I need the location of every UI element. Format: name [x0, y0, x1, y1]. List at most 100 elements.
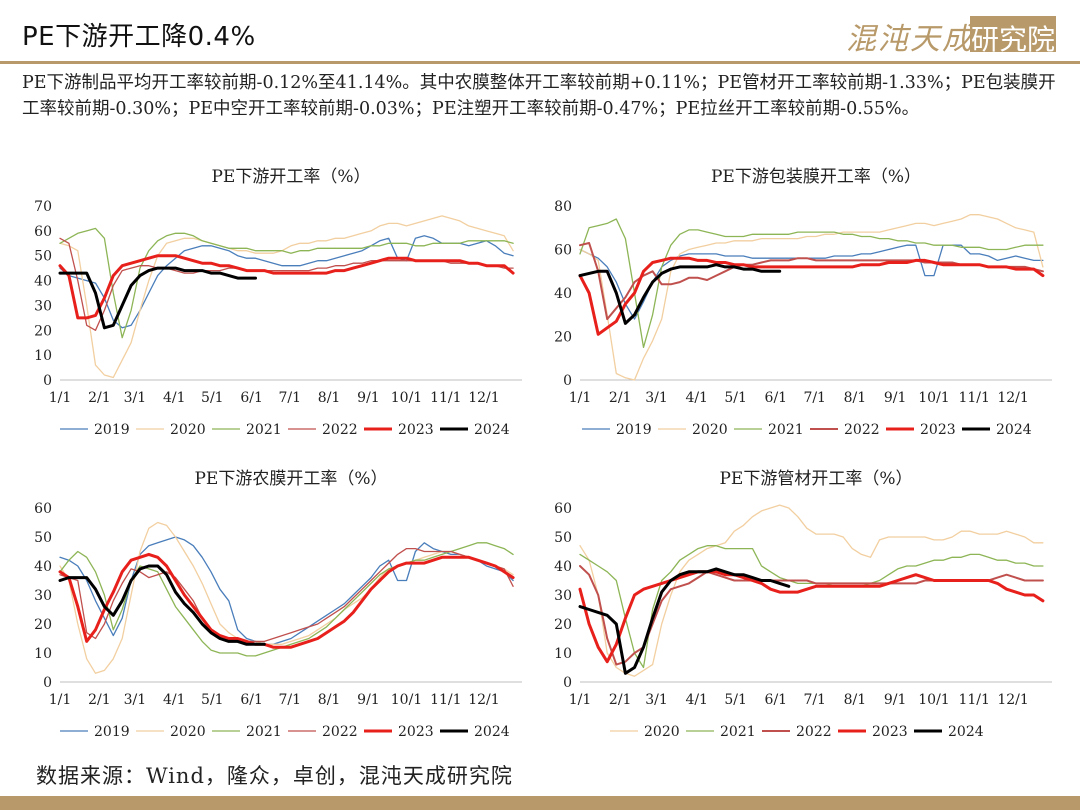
- legend-label: 2019: [94, 422, 130, 438]
- legend-label: 2019: [94, 724, 130, 740]
- legend-label: 2024: [474, 422, 510, 438]
- chart-pe-agricultural-film: PE下游农膜开工率（%） 0 10 20 30 40 50 60 1/1 2/1 3/1 4/1 5/1…: [20, 462, 530, 752]
- x-tick-label: 5/1: [724, 390, 747, 406]
- x-tick-label: 3/1: [645, 390, 668, 406]
- x-tick-label: 7/1: [803, 390, 826, 406]
- x-tick-label: 9/1: [357, 692, 380, 708]
- series-line-2019: [59, 536, 514, 645]
- x-tick-label: 6/1: [765, 692, 788, 708]
- x-tick-label: 7/1: [278, 390, 301, 406]
- series-line-2020: [59, 215, 514, 379]
- y-tick-label: 20: [554, 330, 572, 346]
- series-line-2024: [58, 564, 266, 646]
- legend-label: 2022: [322, 724, 358, 740]
- y-tick-label: 20: [34, 617, 52, 633]
- y-tick-label: 30: [34, 588, 52, 604]
- series-line-2023: [58, 552, 515, 649]
- y-tick-label: 0: [43, 373, 52, 389]
- series-line-2023: [58, 254, 515, 320]
- legend-label: 2021: [246, 724, 282, 740]
- chart-svg: PE下游管材开工率（%） 0 10 20 30 40 50 60 1/1 2/1 3/1 4/1 5/1…: [554, 469, 1052, 740]
- y-tick-label: 0: [563, 373, 572, 389]
- header: PE下游开工降0.4% 混沌天成 研究院: [0, 0, 1080, 64]
- y-tick-label: 60: [34, 501, 52, 517]
- y-tick-label: 40: [34, 559, 52, 575]
- y-tick-label: 20: [34, 323, 52, 339]
- series-line-2021: [59, 542, 514, 657]
- y-tick-label: 40: [554, 286, 572, 302]
- x-tick-label: 2/1: [88, 390, 111, 406]
- y-tick-label: 30: [34, 298, 52, 314]
- series-line-2023: [578, 256, 1045, 336]
- legend-label: 2023: [398, 422, 434, 438]
- y-tick-label: 0: [563, 675, 572, 691]
- y-tick-label: 0: [43, 675, 52, 691]
- chart-svg: PE下游开工率（%） 0 10 20 30 40 50 60 70 1/1 2/1 3/1 4/1 5/1…: [34, 167, 522, 438]
- y-tick-label: 50: [34, 530, 52, 546]
- y-tick-label: 60: [554, 243, 572, 259]
- x-tick-label: 1/1: [569, 390, 592, 406]
- legend-label: 2020: [170, 724, 206, 740]
- legend-label: 2022: [796, 724, 832, 740]
- logo-text: 混沌天成: [846, 22, 974, 57]
- x-tick-label: 10/1: [918, 692, 949, 708]
- series-line-2020: [579, 504, 1044, 677]
- series-line-2024: [578, 263, 782, 325]
- y-tick-label: 60: [554, 501, 572, 517]
- x-tick-label: 12/1: [468, 692, 499, 708]
- x-tick-label: 4/1: [163, 390, 186, 406]
- series-line-2024: [58, 266, 257, 330]
- y-tick-label: 40: [34, 274, 52, 290]
- x-tick-label: 8/1: [318, 390, 341, 406]
- x-tick-label: 5/1: [201, 390, 224, 406]
- x-tick-label: 11/1: [958, 692, 989, 708]
- y-tick-label: 40: [554, 559, 572, 575]
- x-tick-label: 7/1: [803, 692, 826, 708]
- legend-label: 2024: [474, 724, 510, 740]
- chart-pe-downstream: PE下游开工率（%） 0 10 20 30 40 50 60 70 1/1 2/1 3/1 4/1 5/1…: [20, 160, 530, 450]
- legend-label: 2024: [996, 422, 1032, 438]
- legend-label: 2021: [246, 422, 282, 438]
- y-tick-label: 20: [554, 617, 572, 633]
- legend-label: 2020: [170, 422, 206, 438]
- series-line-2023: [578, 570, 1045, 664]
- y-tick-label: 10: [554, 646, 572, 662]
- x-tick-label: 9/1: [884, 390, 907, 406]
- data-source: 数据来源：Wind，隆众，卓创，混沌天成研究院: [36, 764, 513, 788]
- series-line-2021: [59, 227, 514, 339]
- series-line-2020: [579, 214, 1044, 381]
- series-line-2022: [59, 547, 514, 643]
- x-tick-label: 4/1: [685, 692, 708, 708]
- legend-label: 2024: [948, 724, 984, 740]
- x-tick-label: 7/1: [278, 692, 301, 708]
- x-tick-label: 10/1: [918, 390, 949, 406]
- x-tick-label: 8/1: [844, 390, 867, 406]
- x-tick-label: 3/1: [124, 390, 147, 406]
- logo-box-text: 研究院: [970, 23, 1055, 56]
- x-tick-label: 1/1: [49, 390, 72, 406]
- legend-label: 2023: [920, 422, 956, 438]
- legend-label: 2020: [644, 724, 680, 740]
- y-tick-label: 50: [554, 530, 572, 546]
- x-tick-label: 1/1: [569, 692, 592, 708]
- legend-label: 2022: [844, 422, 880, 438]
- x-tick-label: 12/1: [997, 692, 1028, 708]
- y-tick-label: 80: [554, 199, 572, 215]
- x-tick-label: 2/1: [609, 390, 632, 406]
- x-tick-label: 11/1: [430, 692, 461, 708]
- legend-label: 2021: [720, 724, 756, 740]
- chart-title: PE下游开工率（%）: [211, 167, 370, 187]
- x-tick-label: 9/1: [884, 692, 907, 708]
- x-tick-label: 10/1: [391, 390, 422, 406]
- footer-bar: [0, 796, 1080, 810]
- chart-title: PE下游包装膜开工率（%）: [711, 167, 921, 187]
- x-tick-label: 12/1: [997, 390, 1028, 406]
- series-line-2021: [579, 218, 1044, 349]
- x-tick-label: 10/1: [391, 692, 422, 708]
- x-tick-label: 12/1: [468, 390, 499, 406]
- x-tick-label: 4/1: [163, 692, 186, 708]
- chart-svg: PE下游包装膜开工率（%） 0 20 40 60 80 1/1 2/1 3/1 4/1 5/1 6/1…: [554, 167, 1052, 438]
- x-tick-label: 6/1: [765, 390, 788, 406]
- y-tick-label: 50: [34, 249, 52, 265]
- x-tick-label: 11/1: [430, 390, 461, 406]
